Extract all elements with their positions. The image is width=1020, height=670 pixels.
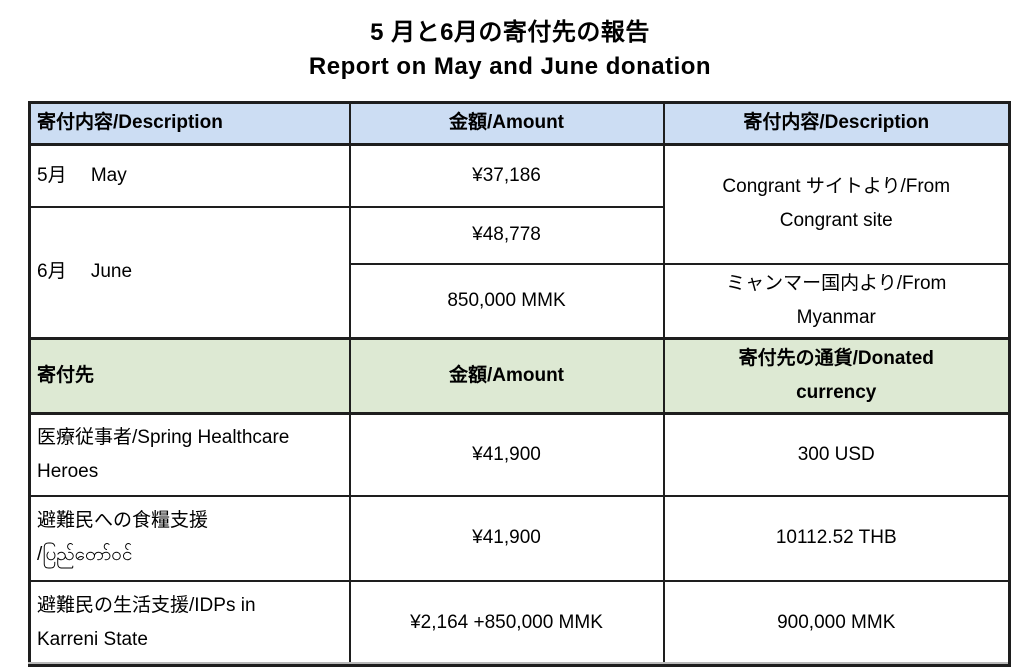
header-recipient-amount-cell: 金額/Amount [348,336,665,416]
recipient-idp-amount-cell: ¥2,164 +850,000 MMK [348,579,665,667]
recipient-healthcare-amount-cell: ¥41,900 [348,412,665,497]
table-row-june-jpy: 6月 June ¥48,778 [28,205,1010,340]
header-source-cell: 寄付内容/Description [662,101,1011,146]
table-row-june-mmk: 850,000 MMK ミャンマー国内より/From Myanmar [30,262,1011,340]
report-title-japanese: 5 月と6月の寄付先の報告 [370,19,650,46]
header-description-cell: 寄付内容/Description [28,101,351,146]
may-label-cell: 5月 May [28,143,351,208]
recipient-idp-currency-cell: 900,000 MMK [662,579,1011,667]
recipient-food-amount-cell: ¥41,900 [348,494,665,582]
table-row-may: 5月 May ¥37,186 Congrant サイトより/From Congr… [28,143,1011,265]
report-titles: 5 月と6月の寄付先の報告 Report on May and June don… [0,16,1020,84]
recipient-idp-cell: 避難民の生活支援/IDPs in Karreni State [28,579,351,667]
congrant-source-cell: Congrant サイトより/From Congrant site [662,143,1011,265]
donation-table: 寄付内容/Description 金額/Amount 寄付内容/Descript… [28,101,1011,668]
table-row-healthcare: 医療従事者/Spring Healthcare Heroes ¥41,900 3… [28,412,1011,497]
header-recipient-cell: 寄付先 [28,336,351,416]
recipient-food-cell: 避難民への食糧支援 /ပြည်တော်ဝင် [28,494,351,582]
june-amount-mmk-cell: 850,000 MMK [348,262,665,340]
june-label-cell: 6月 June [28,205,351,340]
recipient-healthcare-cell: 医療従事者/Spring Healthcare Heroes [28,412,351,497]
recipient-healthcare-currency-cell: 300 USD [662,412,1011,497]
table-row-food-support: 避難民への食糧支援 /ပြည်တော်ဝင် ¥41,900 10112.52 … [28,494,1011,582]
header-currency-cell: 寄付先の通貨/Donated currency [662,336,1011,416]
myanmar-source-cell: ミャンマー国内より/From Myanmar [662,262,1011,340]
next-row-gridline [28,662,1008,664]
donations-header-row: 寄付内容/Description 金額/Amount 寄付内容/Descript… [28,101,1011,146]
recipients-header-row: 寄付先 金額/Amount 寄付先の通貨/Donated currency [28,336,1011,416]
report-title-english: Report on May and June donation [308,53,712,80]
recipient-food-currency-cell: 10112.52 THB [662,494,1011,582]
may-amount-cell: ¥37,186 [348,143,665,208]
june-amount-jpy-cell: ¥48,778 [348,205,665,265]
header-amount-cell: 金額/Amount [348,101,665,146]
table-row-idp-support: 避難民の生活支援/IDPs in Karreni State ¥2,164 +8… [28,579,1011,667]
